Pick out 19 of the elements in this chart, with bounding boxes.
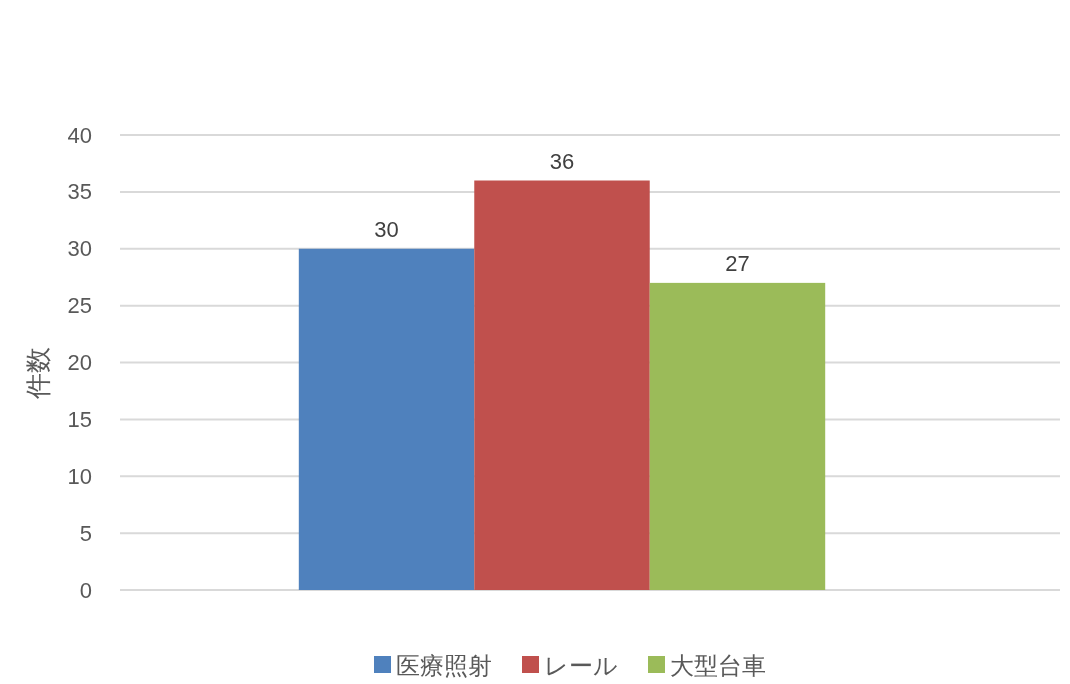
y-tick-label: 35 — [67, 179, 92, 205]
data-label: 36 — [549, 148, 575, 174]
legend-label: 大型台車 — [670, 651, 766, 679]
legend-item: 医療照射 — [374, 651, 492, 679]
legend-item: レール — [522, 651, 618, 679]
y-tick-label: 20 — [67, 350, 92, 375]
y-title: 件数 — [23, 346, 53, 399]
y-tick-label: 0 — [79, 577, 92, 603]
y-tick-label: 10 — [67, 463, 92, 489]
y-tick-label: 5 — [79, 520, 92, 546]
legend-item: 大型台車 — [648, 651, 766, 679]
legend-label: レール — [544, 651, 618, 679]
y-tick-label: 40 — [67, 122, 92, 148]
y-tick-label: 25 — [67, 293, 92, 319]
data-label: 27 — [725, 250, 750, 276]
y-tick-label: 30 — [67, 236, 92, 262]
legend-label: 医療照射 — [396, 651, 492, 679]
data-label: 30 — [374, 216, 399, 242]
y-tick-label: 15 — [67, 406, 92, 432]
